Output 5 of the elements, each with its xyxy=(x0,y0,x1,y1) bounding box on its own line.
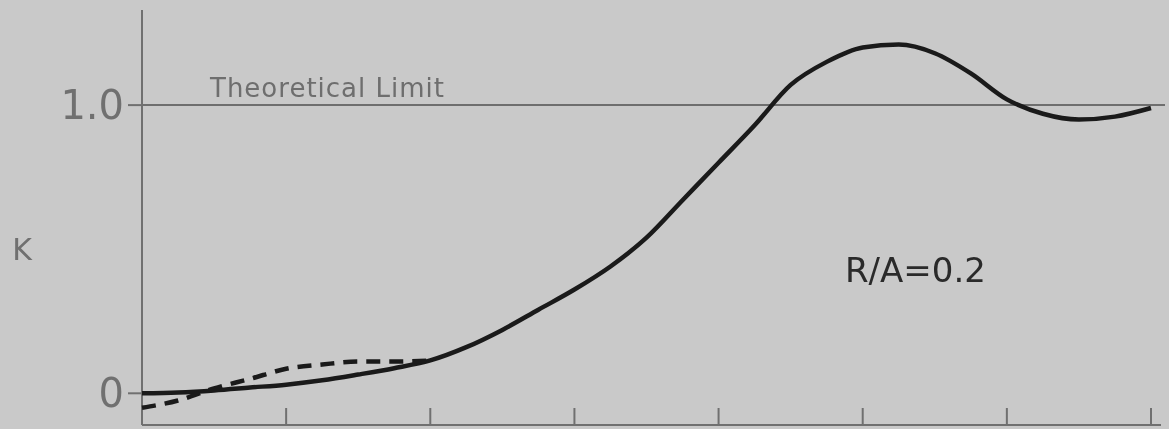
y-tick-label: 0 xyxy=(98,370,124,417)
ref-line-label: Theoretical Limit xyxy=(209,73,445,104)
annotation: R/A=0.2 xyxy=(845,250,986,290)
y-tick-label: 1.0 xyxy=(60,82,124,129)
y-axis-title: K xyxy=(12,231,34,267)
